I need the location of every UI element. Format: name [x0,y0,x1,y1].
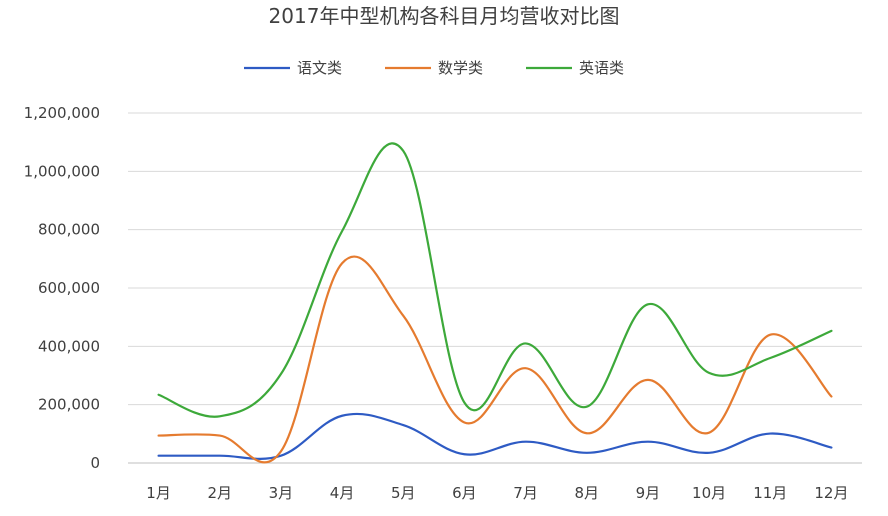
y-tick-label: 1,200,000 [24,104,100,122]
x-tick-label: 4月 [330,484,355,502]
legend-item-english: 英语类 [526,59,624,77]
x-tick-label: 3月 [269,484,294,502]
x-tick-label: 8月 [574,484,599,502]
legend-label-chinese: 语文类 [297,59,342,77]
legend-item-math: 数学类 [385,59,483,77]
legend-label-english: 英语类 [579,59,624,77]
series-line-chinese [157,412,833,460]
legend: 语文类 数学类 英语类 [244,59,624,77]
x-tick-label: 1月 [146,484,171,502]
y-tick-label: 800,000 [38,221,100,239]
x-axis-labels: 1月 2月 3月 4月 5月 6月 7月 8月 9月 10月 11月 12月 [146,484,848,502]
x-tick-label: 7月 [513,484,538,502]
gridlines [128,112,862,464]
x-tick-label: 10月 [692,484,726,502]
y-tick-label: 0 [90,454,100,472]
legend-item-chinese: 语文类 [244,59,342,77]
x-tick-label: 2月 [207,484,232,502]
legend-label-math: 数学类 [438,59,483,77]
y-tick-label: 1,000,000 [24,162,100,180]
y-tick-label: 400,000 [38,337,100,355]
x-tick-label: 9月 [636,484,661,502]
x-tick-label: 12月 [814,484,848,502]
series-line-math [157,255,833,464]
series-line-english [157,142,833,418]
y-tick-label: 200,000 [38,396,100,414]
x-tick-label: 6月 [452,484,477,502]
y-tick-label: 600,000 [38,279,100,297]
x-tick-label: 11月 [753,484,787,502]
x-tick-label: 5月 [391,484,416,502]
series-lines [157,142,833,464]
chart-title: 2017年中型机构各科目月均营收对比图 [269,4,620,28]
y-axis-labels: 0 200,000 400,000 600,000 800,000 1,000,000 1,… [24,104,100,472]
